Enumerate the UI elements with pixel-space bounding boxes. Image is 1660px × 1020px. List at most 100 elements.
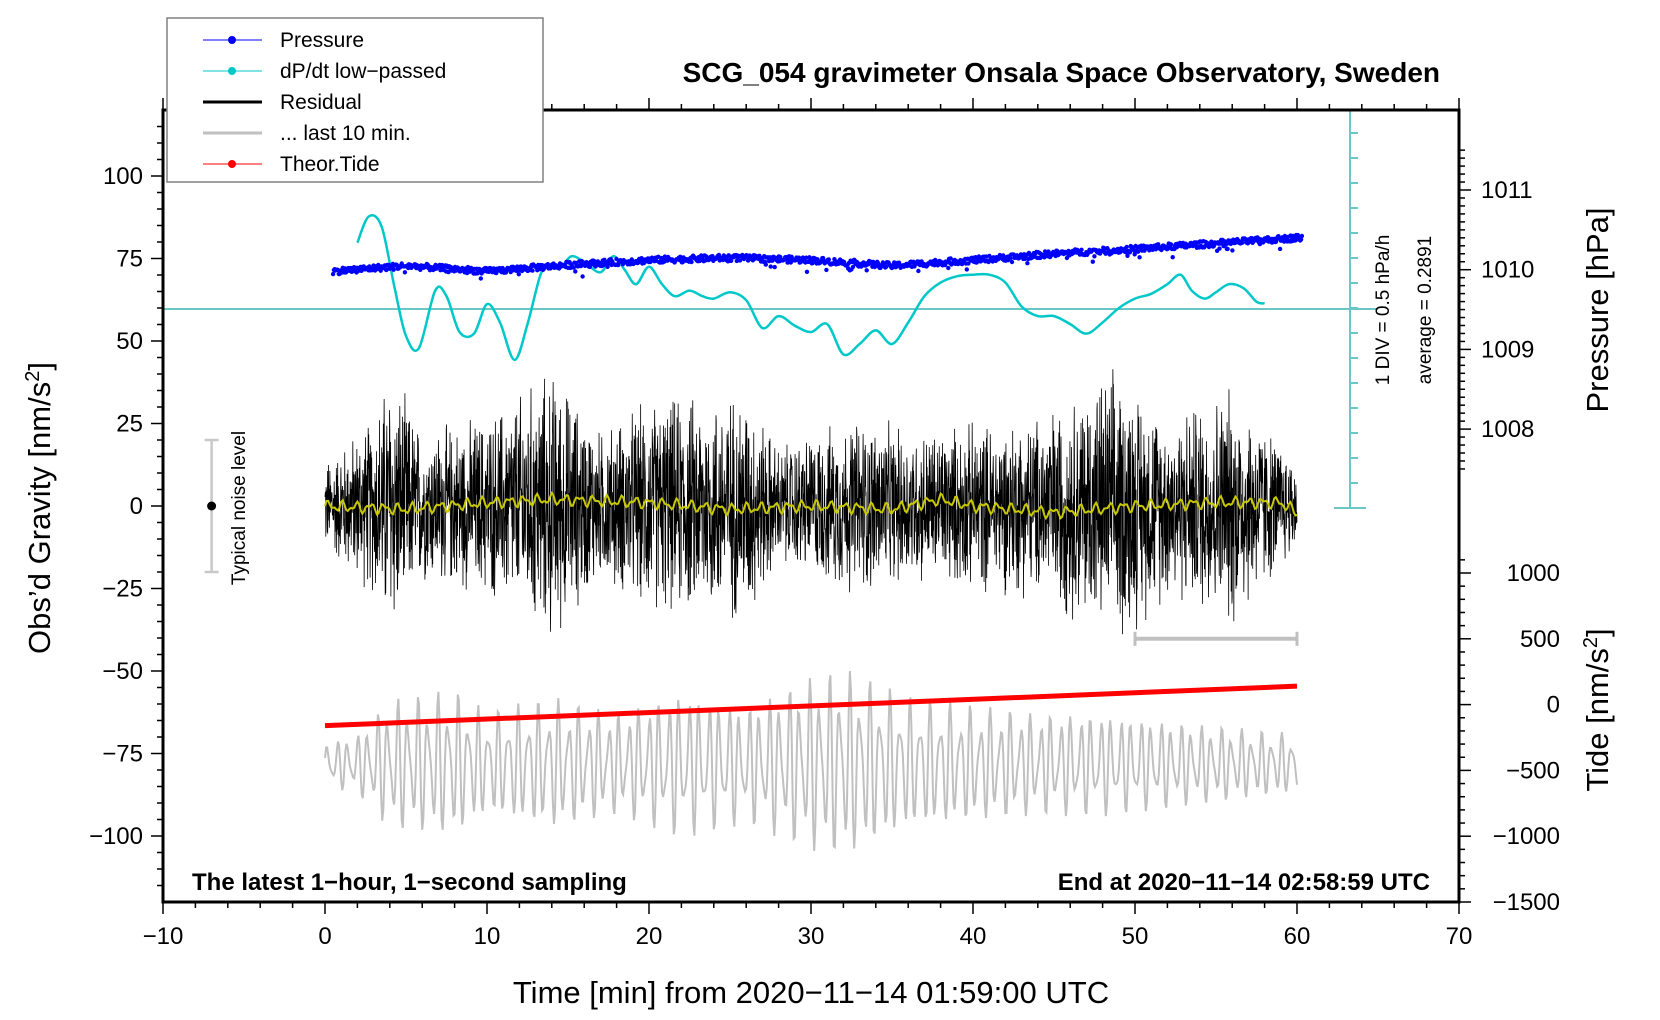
pressure-point	[1299, 233, 1305, 239]
x-axis-title: Time [min] from 2020−11−14 01:59:00 UTC	[513, 975, 1109, 1010]
plot-area	[163, 110, 1378, 851]
y-pressure-tick-label: 1010	[1481, 257, 1534, 284]
pressure-point	[656, 254, 661, 259]
pressure-point	[728, 258, 734, 263]
y-axis-pressure-title: Pressure [hPa]	[1580, 207, 1615, 412]
pressure-point	[1298, 237, 1304, 242]
legend-label: Residual	[280, 91, 362, 114]
legend-label: Pressure	[280, 29, 364, 52]
series-dpdt	[356, 214, 1265, 362]
pressure-point	[1009, 259, 1015, 265]
pressure-point	[446, 269, 451, 275]
pressure-point	[578, 263, 584, 269]
series-theor-tide	[324, 683, 1298, 729]
pressure-point	[1025, 261, 1030, 266]
y-pressure-tick-label: 1008	[1481, 416, 1534, 443]
legend-label: dP/dt low−passed	[280, 60, 446, 83]
pressure-point	[824, 267, 829, 273]
dpdt-div-label: 1 DIV = 0.5 hPa/h	[1373, 235, 1394, 386]
y-tide-tick-label: 1000	[1507, 560, 1560, 587]
x-tick-label: 20	[636, 923, 663, 950]
pressure-point	[615, 262, 621, 268]
y-pressure-tick-label: 1011	[1481, 177, 1533, 204]
axes: −10 0 10 20 30 40 50 60 701007550250−25−50−75−10…	[89, 98, 1560, 950]
legend-item: Pressure	[203, 29, 364, 52]
pressure-point	[767, 255, 772, 260]
y-left-tick-label: −75	[102, 741, 143, 768]
pressure-point	[796, 255, 802, 260]
pressure-point	[1243, 236, 1248, 242]
legend-box	[166, 17, 544, 183]
x-tick-label: 60	[1284, 923, 1311, 950]
pressure-point	[592, 259, 597, 264]
y-left-tick-label: −25	[102, 576, 143, 603]
pressure-point	[545, 262, 550, 267]
pressure-point	[948, 256, 953, 261]
pressure-point	[772, 264, 777, 270]
pressure-point	[1008, 256, 1013, 261]
pressure-point	[1125, 253, 1130, 258]
legend-label: Theor.Tide	[280, 153, 380, 176]
legend-swatch-dot	[228, 67, 236, 75]
series-residual-smoothed	[324, 491, 1298, 521]
y-left-tick-label: 0	[130, 493, 143, 520]
pressure-point	[515, 264, 520, 269]
pressure-point	[737, 258, 743, 263]
pressure-point	[1124, 244, 1129, 250]
y-tide-tick-label: 500	[1520, 626, 1560, 653]
legend-item: Residual	[203, 91, 362, 114]
annotation-sampling: The latest 1−hour, 1−second sampling	[192, 869, 627, 896]
y-pressure-tick-label: 1009	[1481, 336, 1534, 363]
pressure-point	[850, 264, 856, 270]
pressure-point	[1079, 247, 1084, 252]
pressure-point	[804, 269, 810, 274]
x-tick-label: 0	[318, 923, 331, 950]
pressure-point	[1092, 254, 1097, 259]
pressure-point	[689, 259, 694, 265]
pressure-point	[770, 258, 775, 263]
pressure-point	[571, 265, 576, 270]
y-left-tick-label: −50	[102, 658, 143, 685]
pressure-point	[864, 268, 869, 273]
noise-center-dot	[207, 501, 217, 511]
pressure-point	[580, 274, 585, 279]
x-tick-label: −10	[143, 923, 184, 950]
x-tick-label: 10	[474, 923, 501, 950]
pressure-point	[478, 276, 483, 281]
series-pressure	[330, 232, 1305, 281]
pressure-point	[1239, 240, 1245, 245]
y-axis-left-title-sup: 2	[22, 371, 44, 382]
pressure-point	[402, 270, 408, 275]
pressure-point	[1225, 246, 1230, 252]
pressure-point	[573, 269, 578, 274]
pressure-point	[1230, 248, 1235, 253]
noise-level-label: Typical noise level	[229, 431, 250, 585]
pressure-point	[1217, 246, 1222, 251]
x-tick-label: 70	[1446, 923, 1473, 950]
pressure-point	[391, 267, 396, 272]
pressure-point	[1277, 246, 1283, 252]
pressure-point	[720, 257, 726, 263]
x-tick-label: 30	[798, 923, 825, 950]
pressure-point	[678, 254, 683, 259]
y-tide-tick-label: −1000	[1493, 823, 1560, 850]
pressure-point	[826, 257, 831, 262]
pressure-point	[1142, 248, 1147, 253]
legend-label: ... last 10 min.	[280, 122, 411, 145]
pressure-point	[530, 268, 535, 273]
legend-swatch-dot	[228, 36, 236, 44]
chart-title: SCG_054 gravimeter Onsala Space Observat…	[683, 57, 1440, 88]
pressure-point	[804, 255, 809, 260]
pressure-point	[763, 262, 768, 267]
y-tide-tick-label: −500	[1506, 757, 1560, 784]
pressure-point	[916, 268, 921, 274]
pressure-point	[1090, 259, 1096, 264]
pressure-point	[1137, 255, 1142, 260]
y-left-tick-label: 50	[116, 328, 143, 355]
y-left-tick-label: 25	[116, 411, 143, 438]
y-axis-tide-title: Tide [nm/s2]	[1580, 628, 1615, 791]
pressure-point	[378, 268, 383, 273]
x-tick-label: 40	[960, 923, 987, 950]
legend-item: Theor.Tide	[203, 153, 380, 176]
y-axis-left-title: Obs’d Gravity [nm/s2]	[22, 362, 57, 654]
